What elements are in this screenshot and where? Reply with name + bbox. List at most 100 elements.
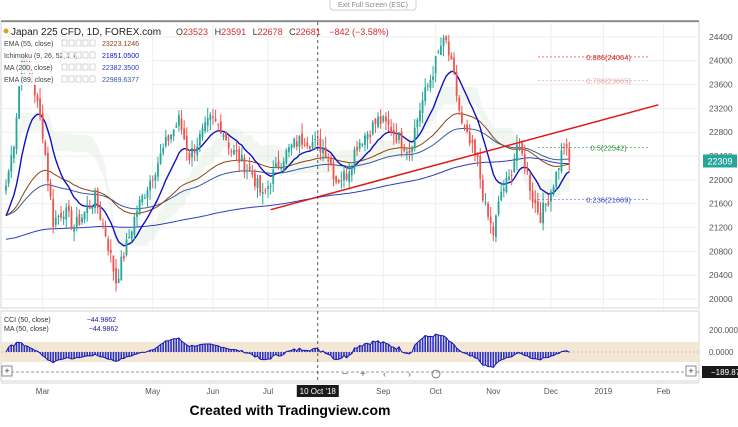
indicator-legend[interactable]: EMA (55, close) 23223.1246 Ichimoku (9, 26… (2, 38, 152, 85)
candle (534, 190, 537, 213)
pane-expand-button[interactable]: + (685, 365, 697, 377)
zoom-in-icon[interactable]: + (360, 369, 366, 380)
candle (340, 171, 343, 189)
candle (183, 120, 186, 141)
legend-control-icon[interactable] (89, 63, 96, 71)
zoom-out-icon[interactable]: − (342, 369, 348, 380)
candle (426, 82, 429, 92)
candle (277, 150, 280, 170)
candle (560, 143, 563, 174)
legend-control-icon[interactable] (68, 63, 75, 71)
candle (455, 65, 458, 102)
candle (75, 206, 78, 232)
legend-control-icon[interactable] (68, 75, 75, 83)
candle (86, 195, 89, 222)
legend-row[interactable]: EMA (55, close) 23223.1246 (2, 38, 152, 49)
scroll-right-icon[interactable]: › (408, 369, 411, 379)
time-tick: Nov (486, 387, 500, 396)
candle (544, 203, 547, 212)
legend-control-icon[interactable] (75, 39, 82, 47)
price-tick: 24400 (709, 32, 733, 42)
candle (254, 169, 256, 191)
cci-histogram (7, 334, 571, 368)
candle (565, 138, 568, 156)
candle (5, 179, 7, 195)
scroll-left-icon[interactable]: ‹ (383, 369, 386, 379)
candle (272, 160, 275, 192)
candle (327, 153, 330, 172)
candle (280, 163, 282, 173)
candle (78, 209, 81, 226)
legend-row[interactable]: Ichimoku (9, 26, 52, 26) 21851.0500 (2, 50, 152, 61)
candle (371, 119, 374, 136)
legend-control-icon[interactable] (61, 51, 68, 59)
candle (324, 136, 327, 158)
candle (471, 134, 474, 154)
candle (214, 109, 217, 123)
legend-control-icon[interactable] (82, 63, 89, 71)
candle (109, 239, 112, 263)
candle (364, 132, 366, 152)
candle (505, 171, 508, 194)
candle (10, 145, 13, 178)
candle (162, 143, 165, 156)
zoom-controls[interactable]: − + ‹ › (342, 369, 441, 380)
cci-current-label: −189.876 (711, 368, 738, 377)
legend-control-icon[interactable] (82, 51, 89, 59)
candles[interactable] (5, 34, 571, 292)
legend-row[interactable]: EMA (89, close) 22989.6377 (2, 74, 152, 85)
legend-control-icon[interactable] (82, 75, 89, 83)
trend-line[interactable] (270, 104, 659, 211)
candle (529, 171, 531, 201)
price-axis[interactable]: 2000020400208002120021600220002240022800… (709, 32, 733, 304)
cci-axis-tick-200: 200.000 (709, 326, 738, 335)
legend-control-icon[interactable] (89, 39, 96, 47)
candle (460, 105, 463, 125)
legend-label: EMA (55, close) (4, 41, 53, 48)
legend-value: 21851.0500 (102, 53, 139, 60)
legend-control-icon[interactable] (75, 51, 82, 59)
candle (49, 178, 52, 201)
candle (259, 175, 262, 196)
candle (353, 146, 356, 175)
candle (123, 251, 125, 262)
legend-control-icon[interactable] (61, 75, 68, 83)
legend-control-icon[interactable] (75, 75, 82, 83)
legend-control-icon[interactable] (61, 39, 68, 47)
legend-control-icon[interactable] (68, 51, 75, 59)
candle (225, 131, 227, 141)
exit-fullscreen-button[interactable]: Exit Full Screen (ESC) (329, 0, 417, 11)
legend-label: MA (200, close) (4, 65, 53, 72)
pane-collapse-button[interactable]: + (1, 365, 13, 377)
candle (188, 149, 191, 165)
candle (568, 141, 571, 173)
candle (445, 35, 448, 44)
candle (450, 52, 453, 60)
legend-control-icon[interactable] (89, 75, 96, 83)
candle (513, 153, 516, 173)
price-tick: 23600 (709, 80, 733, 90)
candle (256, 174, 259, 198)
time-tick: Jun (207, 387, 220, 396)
candle (547, 194, 550, 207)
price-tick: 21200 (709, 223, 733, 233)
legend-control-icon[interactable] (82, 39, 89, 47)
legend-control-icon[interactable] (68, 39, 75, 47)
candle (497, 195, 500, 217)
candle (112, 255, 115, 281)
legend-control-icon[interactable] (75, 63, 82, 71)
candle (141, 193, 144, 206)
fib-label: 0.886(24064) (586, 53, 631, 62)
candle (337, 178, 340, 184)
legend-row[interactable]: MA (200, close) 22382.3500 (2, 62, 152, 73)
candle (243, 154, 246, 179)
candle (366, 131, 369, 150)
legend-control-icon[interactable] (89, 51, 96, 59)
legend-control-icon[interactable] (61, 63, 68, 71)
candle (356, 140, 358, 157)
candle (12, 145, 15, 164)
time-axis[interactable]: Mar May Jun Jul Sep Oct Nov Dec 2019 Feb (36, 387, 671, 396)
candle (521, 140, 524, 157)
reset-icon[interactable] (431, 369, 441, 379)
